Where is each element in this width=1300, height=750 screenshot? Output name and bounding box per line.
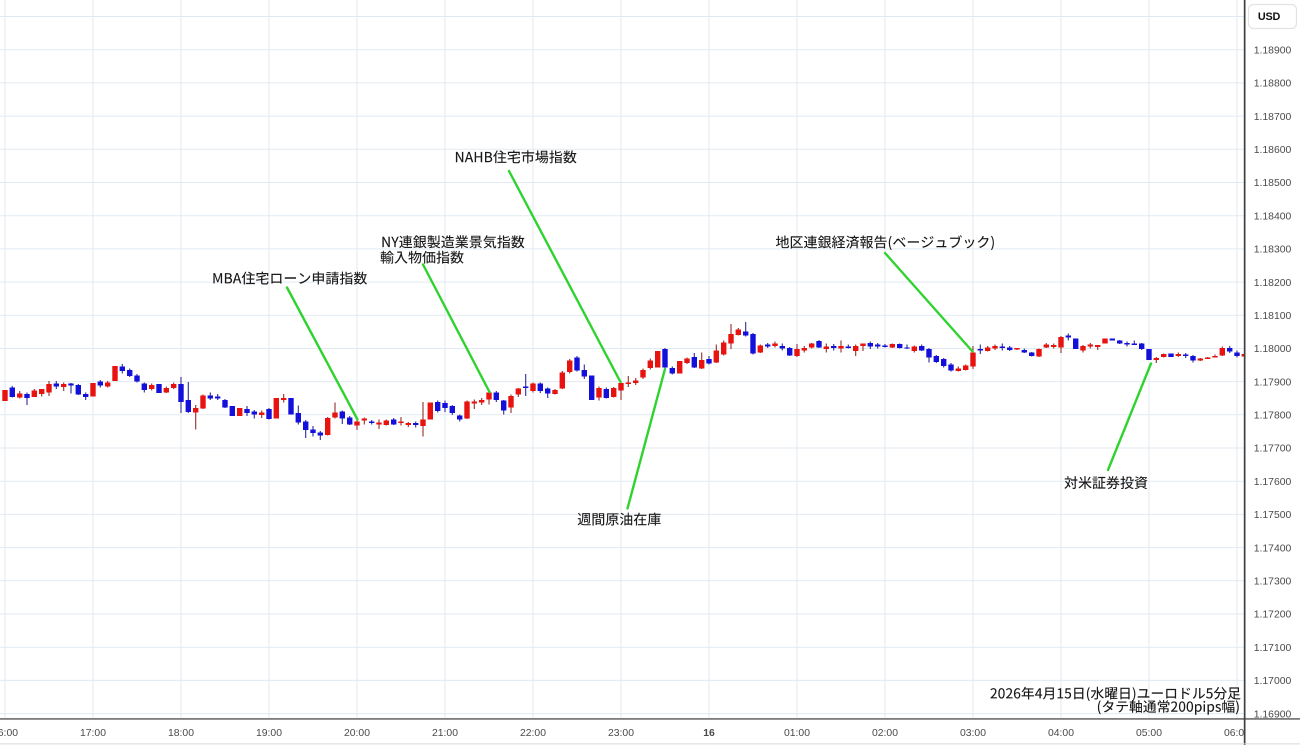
svg-text:1.17400: 1.17400 — [1254, 543, 1292, 554]
svg-text:01:00: 01:00 — [784, 728, 810, 739]
svg-text:1.17500: 1.17500 — [1254, 510, 1292, 521]
svg-text:1.17100: 1.17100 — [1254, 643, 1292, 654]
svg-text:1.18900: 1.18900 — [1254, 45, 1292, 56]
svg-text:02:00: 02:00 — [872, 728, 898, 739]
svg-text:1.18700: 1.18700 — [1254, 112, 1292, 123]
svg-text:17:00: 17:00 — [80, 728, 106, 739]
svg-text:1.18600: 1.18600 — [1254, 145, 1292, 156]
svg-text:1.18000: 1.18000 — [1254, 344, 1292, 355]
svg-text:18:00: 18:00 — [168, 728, 194, 739]
svg-text:1.18400: 1.18400 — [1254, 211, 1292, 222]
svg-text:19:00: 19:00 — [256, 728, 282, 739]
svg-text:1.17700: 1.17700 — [1254, 444, 1292, 455]
svg-text:1.18300: 1.18300 — [1254, 245, 1292, 256]
svg-text:1.17900: 1.17900 — [1254, 377, 1292, 388]
svg-text:USD: USD — [1258, 11, 1281, 23]
svg-text:20:00: 20:00 — [344, 728, 370, 739]
svg-text:1.18200: 1.18200 — [1254, 278, 1292, 289]
svg-text:1.18800: 1.18800 — [1254, 79, 1292, 90]
svg-text:1.17600: 1.17600 — [1254, 477, 1292, 488]
svg-text:03:00: 03:00 — [960, 728, 986, 739]
svg-text:23:00: 23:00 — [608, 728, 634, 739]
svg-text:21:00: 21:00 — [432, 728, 458, 739]
svg-text:1.17300: 1.17300 — [1254, 577, 1292, 588]
svg-text:16: 16 — [703, 728, 715, 739]
svg-text:22:00: 22:00 — [520, 728, 546, 739]
svg-text:1.17200: 1.17200 — [1254, 610, 1292, 621]
svg-text:16:00: 16:00 — [0, 728, 18, 739]
svg-text:1.17000: 1.17000 — [1254, 676, 1292, 687]
svg-text:04:00: 04:00 — [1048, 728, 1074, 739]
svg-text:1.17800: 1.17800 — [1254, 411, 1292, 422]
svg-text:05:00: 05:00 — [1136, 728, 1162, 739]
svg-text:1.18100: 1.18100 — [1254, 311, 1292, 322]
svg-text:1.16900: 1.16900 — [1254, 709, 1292, 720]
svg-text:1.18500: 1.18500 — [1254, 178, 1292, 189]
svg-text:06:00: 06:00 — [1224, 728, 1250, 739]
